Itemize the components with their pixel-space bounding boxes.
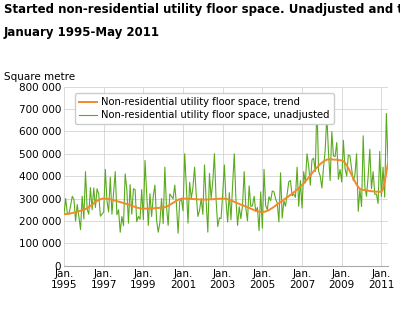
Text: Started non-residential utility floor space. Unadjusted and trend.: Started non-residential utility floor sp… (4, 3, 400, 16)
Text: Square metre: Square metre (4, 72, 75, 82)
Legend: Non-residential utility floor space, trend, Non-residential utility floor space,: Non-residential utility floor space, tre… (76, 93, 334, 124)
Text: January 1995-May 2011: January 1995-May 2011 (4, 26, 160, 39)
